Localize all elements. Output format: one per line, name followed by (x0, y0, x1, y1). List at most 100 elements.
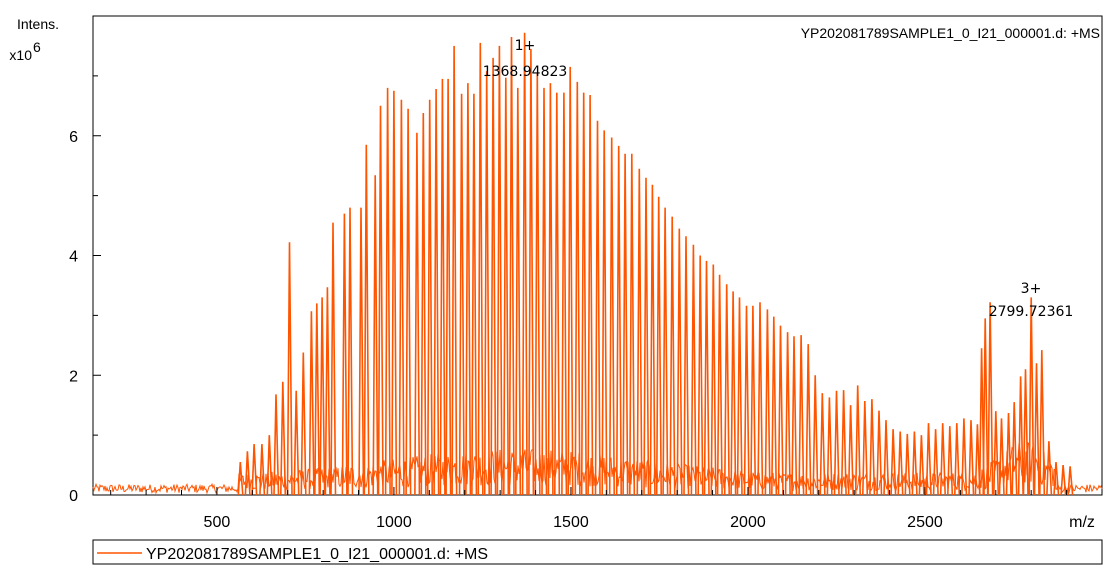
spectrum-peak (791, 336, 798, 496)
spectrum-peak (528, 48, 535, 496)
spectrum-peak (1067, 466, 1074, 496)
y-tick-label: 4 (69, 249, 78, 266)
spectrum-peak (819, 393, 826, 496)
spectrum-peak (890, 429, 897, 496)
spectrum-peak (883, 420, 890, 496)
spectrum-peak (1060, 465, 1067, 496)
spectrum-peak (372, 175, 379, 496)
spectrum-peak (341, 213, 348, 496)
spectrum-peak (1033, 363, 1040, 496)
spectrum-peak (465, 83, 472, 496)
spectrum-peak (974, 424, 981, 496)
x-tick-label: 500 (204, 514, 231, 531)
x-axis-label: m/z (1069, 514, 1095, 531)
spectrum-peak (987, 302, 994, 496)
spectrum-peak (266, 435, 273, 496)
spectrum-peak (426, 99, 433, 496)
spectrum-peak (736, 297, 743, 496)
spectrum-peak (451, 45, 458, 496)
spectrum-peak (503, 77, 510, 496)
spectrum-peak (998, 418, 1005, 496)
y-axis-unit: x10 (9, 47, 32, 63)
annotation-mz-2: 2799.72361 (989, 304, 1074, 320)
spectrum-peak (293, 390, 300, 496)
spectrum-peak (580, 92, 587, 496)
spectrum-peak (567, 66, 574, 496)
spectrum-peak (377, 105, 384, 496)
spectrum-peak (490, 57, 497, 496)
legend-label: YP202081789SAMPLE1_0_I21_000001.d: +MS (146, 546, 488, 563)
spectrum-peak (750, 305, 757, 496)
spectrum-peak (405, 108, 412, 496)
spectrum-peak (554, 92, 561, 496)
spectrum-peak (710, 264, 717, 496)
spectrum-peak (615, 145, 622, 496)
spectrum-peak (826, 397, 833, 496)
spectrum-peak (897, 431, 904, 496)
spectrum-peak (534, 72, 541, 496)
spectrum-peak (869, 399, 876, 496)
spectrum-peak (918, 435, 925, 496)
x-axis: 500 1000 1500 2000 2500 (110, 487, 1068, 531)
spectrum-peak (683, 236, 690, 496)
spectrum-peak (471, 93, 478, 496)
spectrum-peak (237, 462, 244, 496)
spectrum-peak (384, 87, 391, 496)
spectrum-peak (690, 244, 697, 496)
x-tick-label: 1000 (376, 514, 412, 531)
spectrum-peak (521, 32, 528, 496)
spectrum-peak (622, 153, 629, 496)
spectrum-peak (458, 93, 465, 496)
spectrum-peak (904, 433, 911, 496)
spectrum-peak (1011, 402, 1018, 496)
spectrum-peak (854, 385, 861, 496)
spectrum-peak (330, 222, 337, 496)
spectrum-peak (1022, 369, 1029, 496)
spectrum-peak (723, 284, 730, 496)
y-tick-label: 2 (69, 368, 78, 385)
annotation-charge-1: 1+ (515, 38, 536, 54)
spectrum-peak (574, 81, 581, 496)
spectrum-peak (798, 335, 805, 496)
annotation-mz-1: 1368.94823 (483, 64, 568, 80)
spectrum-trace (92, 32, 1103, 496)
spectrum-peak (587, 94, 594, 496)
spectrum-peak (433, 88, 440, 496)
spectrum-peak (308, 311, 315, 496)
spectrum-peak (1046, 441, 1053, 496)
spectrum-peak (932, 429, 939, 496)
spectrum-peak (601, 130, 608, 496)
spectrum-peak (805, 344, 812, 496)
spectrum-peak (496, 45, 503, 496)
spectrum-peak (477, 42, 484, 496)
spectrum-peak (483, 71, 490, 496)
spectrum-peak (982, 318, 989, 496)
spectrum-peak (947, 426, 954, 496)
spectrum-peak (314, 303, 321, 496)
spectrum-peak (961, 418, 968, 496)
spectrum-peak (420, 112, 427, 496)
spectrum-peak (697, 255, 704, 496)
spectrum-peak (251, 444, 258, 496)
spectrum-peak (358, 207, 365, 496)
spectrum-peak (300, 352, 307, 496)
spectrum-peak (594, 120, 601, 496)
y-axis: 0 2 4 6 (69, 75, 101, 505)
spectrum-peak (398, 99, 405, 496)
spectrum-peak (716, 274, 723, 496)
spectrum-peak (273, 394, 280, 496)
y-tick-label: 0 (69, 488, 78, 505)
spectrum-peak (439, 78, 446, 496)
spectrum-peak (324, 287, 331, 496)
spectrum-peak (911, 431, 918, 496)
spectrum-peak (1039, 350, 1046, 496)
spectrum-peak (833, 390, 840, 496)
spectrum-peak (547, 83, 554, 496)
spectrum-peak (259, 444, 266, 496)
spectrum-peak (757, 302, 764, 496)
chart-title: YP202081789SAMPLE1_0_I21_000001.d: +MS (801, 25, 1100, 41)
spectrum-peak (939, 423, 946, 496)
spectrum-peak (954, 423, 961, 496)
spectrum-peak (669, 216, 676, 496)
spectrum-peak (876, 410, 883, 496)
